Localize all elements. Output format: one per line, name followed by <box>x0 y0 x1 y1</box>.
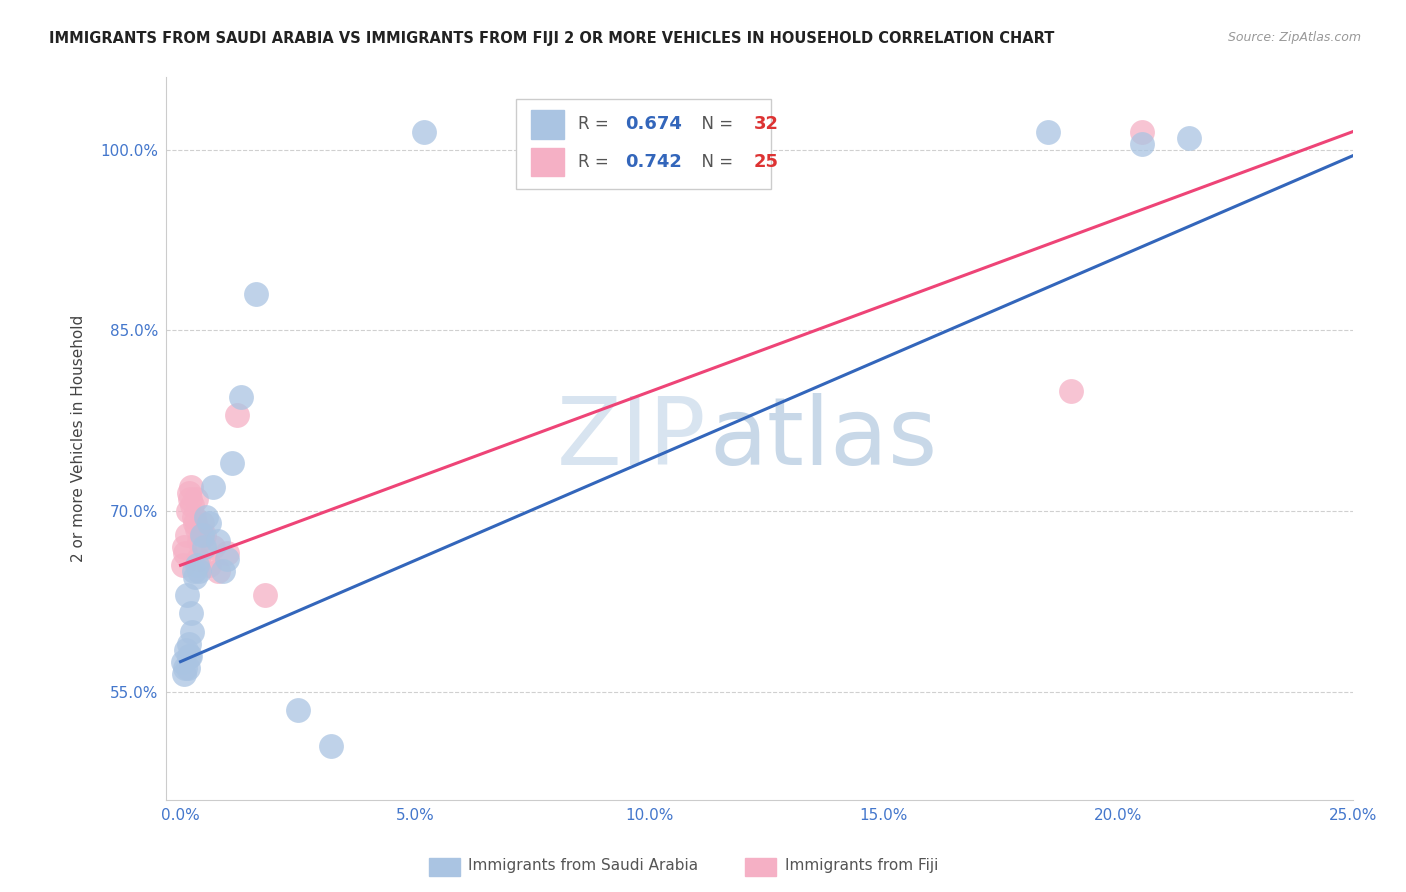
Text: Immigrants from Saudi Arabia: Immigrants from Saudi Arabia <box>468 858 699 872</box>
Point <box>174 660 197 674</box>
Point <box>197 516 219 530</box>
Point <box>181 498 204 512</box>
Point <box>177 636 200 650</box>
Point <box>173 666 195 681</box>
Text: IMMIGRANTS FROM SAUDI ARABIA VS IMMIGRANTS FROM FIJI 2 OR MORE VEHICLES IN HOUSE: IMMIGRANTS FROM SAUDI ARABIA VS IMMIGRAN… <box>49 31 1054 46</box>
Point <box>176 528 198 542</box>
Y-axis label: 2 or more Vehicles in Household: 2 or more Vehicles in Household <box>72 315 86 563</box>
Point <box>183 516 205 530</box>
FancyBboxPatch shape <box>530 147 564 177</box>
Point <box>174 642 197 657</box>
Point <box>184 491 207 506</box>
Point <box>217 546 239 560</box>
Point <box>187 552 209 566</box>
Point <box>207 534 229 549</box>
Point <box>319 739 342 753</box>
Point <box>186 558 208 573</box>
Point <box>183 564 205 578</box>
Point <box>176 660 198 674</box>
Point <box>174 546 197 560</box>
Point <box>183 570 205 584</box>
Point <box>173 540 195 554</box>
Text: 25: 25 <box>754 153 779 171</box>
Point <box>217 552 239 566</box>
Point <box>413 125 436 139</box>
Point <box>177 648 200 663</box>
Point <box>195 510 218 524</box>
Point <box>172 655 194 669</box>
Point <box>245 287 267 301</box>
Text: Immigrants from Fiji: Immigrants from Fiji <box>785 858 938 872</box>
Text: atlas: atlas <box>710 392 938 484</box>
Point <box>211 564 233 578</box>
Text: N =: N = <box>690 153 738 171</box>
Point <box>1130 125 1153 139</box>
Point <box>180 480 202 494</box>
Point <box>202 480 225 494</box>
Text: R =: R = <box>578 153 614 171</box>
Point <box>181 624 204 639</box>
Point <box>179 648 201 663</box>
Point <box>231 390 253 404</box>
Point <box>193 540 215 554</box>
Point <box>287 703 309 717</box>
Point <box>176 504 198 518</box>
Point <box>193 528 215 542</box>
Text: 32: 32 <box>754 115 779 134</box>
Point <box>180 607 202 621</box>
Point <box>186 522 208 536</box>
Point <box>207 564 229 578</box>
Point <box>188 564 211 578</box>
Point <box>190 528 212 542</box>
Point <box>253 588 276 602</box>
FancyBboxPatch shape <box>530 110 564 139</box>
Point <box>177 486 200 500</box>
Point <box>1036 125 1059 139</box>
Point <box>176 588 198 602</box>
Point <box>190 516 212 530</box>
Point <box>183 510 205 524</box>
Point <box>197 558 219 573</box>
Point <box>221 456 243 470</box>
Point <box>225 408 247 422</box>
Text: N =: N = <box>690 115 738 134</box>
Text: R =: R = <box>578 115 614 134</box>
Text: Source: ZipAtlas.com: Source: ZipAtlas.com <box>1227 31 1361 45</box>
FancyBboxPatch shape <box>516 99 772 189</box>
Text: ZIP: ZIP <box>557 392 706 484</box>
Text: 0.674: 0.674 <box>626 115 682 134</box>
Point <box>172 558 194 573</box>
Point <box>1060 384 1083 398</box>
Point <box>179 491 201 506</box>
Point <box>1130 136 1153 151</box>
Point <box>1177 130 1199 145</box>
Point <box>188 534 211 549</box>
Point <box>202 540 225 554</box>
Text: 0.742: 0.742 <box>626 153 682 171</box>
